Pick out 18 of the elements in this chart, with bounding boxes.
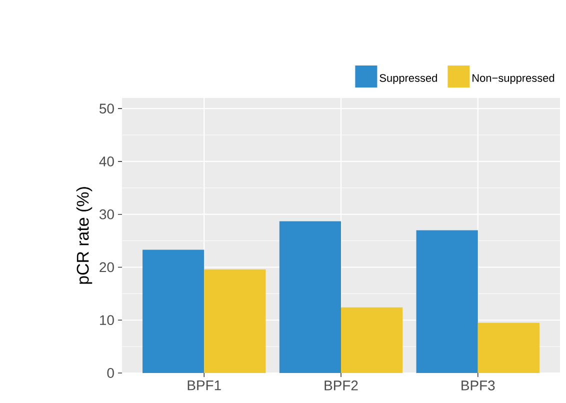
- y-tick-label: 50: [100, 104, 114, 114]
- bar: [142, 250, 204, 373]
- y-tick-label: 10: [100, 315, 114, 326]
- bar: [341, 307, 403, 373]
- bar: [204, 269, 266, 373]
- y-tick-label: 0: [107, 368, 114, 378]
- bar: [478, 322, 540, 373]
- legend-label: Non−suppressed: [472, 74, 554, 84]
- bar: [279, 221, 341, 373]
- y-tick-label: 20: [100, 262, 114, 272]
- y-axis-title: pCR rate (%): [76, 187, 92, 284]
- x-tick-label: BPF1: [188, 380, 221, 390]
- legend-label: Suppressed: [380, 74, 437, 84]
- bar: [416, 230, 478, 373]
- y-tick-label: 30: [99, 209, 114, 220]
- y-tick-label: 40: [99, 156, 114, 166]
- x-tick-label: BPF3: [462, 380, 495, 390]
- x-tick-label: BPF2: [324, 380, 358, 390]
